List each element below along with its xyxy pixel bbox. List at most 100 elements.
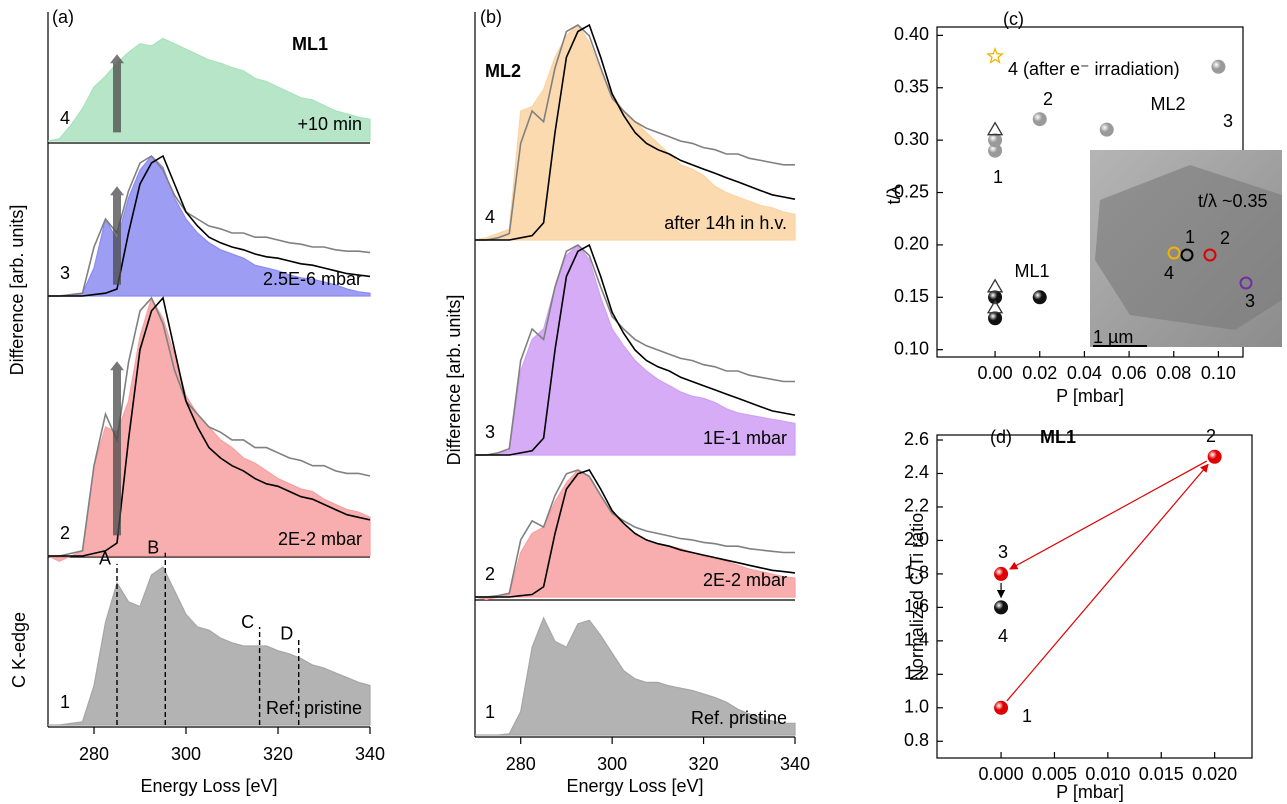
reference-line — [475, 469, 795, 598]
y-tick-label: 1.4 — [904, 630, 929, 650]
panel-number: 4 — [60, 108, 70, 128]
y-tick-label: 0.8 — [904, 730, 929, 750]
data-point — [986, 278, 1004, 293]
x-tick-label: 320 — [263, 744, 293, 764]
data-point — [1099, 122, 1114, 137]
inset-site-label: 1 — [1185, 227, 1195, 247]
panel-number: 1 — [485, 702, 495, 722]
y-tick-label: 1.0 — [904, 697, 929, 717]
panel-number: 4 — [485, 207, 495, 227]
point-annotation: ML2 — [1150, 94, 1185, 114]
y-tick-label: 0.40 — [894, 24, 929, 44]
inset-flake — [1095, 165, 1282, 330]
data-point — [1207, 449, 1222, 464]
x-tick-label: 300 — [171, 744, 201, 764]
data-point — [994, 566, 1009, 581]
data-point — [986, 299, 1004, 314]
point-annotation: 4 (after e⁻ irradiation) — [1008, 59, 1180, 79]
point-annotation: 3 — [1223, 111, 1233, 131]
feature-label: B — [147, 538, 159, 558]
x-tick-label: 0.015 — [1139, 764, 1184, 784]
y-tick-label: 1.8 — [904, 563, 929, 583]
x-tick-label: 0.010 — [1085, 764, 1130, 784]
data-point — [1032, 290, 1047, 305]
inset-site — [1239, 276, 1253, 290]
y-axis-label: Difference [arb. units] — [444, 295, 464, 466]
panel-annotation: after 14h in h.v. — [664, 213, 787, 233]
panel-number: 2 — [485, 564, 495, 584]
feature-label: D — [280, 623, 293, 643]
y-axis-label: Difference [arb. units] — [7, 205, 27, 376]
data-point — [994, 700, 1009, 715]
y-tick-label: 0.10 — [894, 338, 929, 358]
spectrum-area — [47, 296, 371, 562]
data-point — [1032, 112, 1047, 127]
spectrum-area — [47, 37, 371, 142]
y-tick-label: 1.6 — [904, 596, 929, 616]
x-tick-label: 280 — [506, 754, 536, 774]
point-annotation: 1 — [1022, 706, 1032, 726]
y-axis-label: Normalized C/Ti ratio — [907, 513, 927, 681]
y-axis-label: t/λ — [884, 185, 904, 204]
edge-label: C K-edge — [9, 612, 29, 688]
reference-line — [48, 296, 371, 557]
spectrum-area — [475, 244, 796, 456]
y-tick-label: 2.2 — [904, 496, 929, 516]
reference-line — [475, 243, 796, 456]
y-tick-label: 1.2 — [904, 663, 929, 683]
x-tick-label: 0.00 — [978, 363, 1013, 383]
feature-label: C — [241, 612, 254, 632]
x-tick-label: 0.020 — [1192, 764, 1237, 784]
transition-arrow — [1006, 463, 1209, 702]
data-point — [988, 311, 1003, 326]
data-point — [994, 600, 1009, 615]
x-axis-label: P [mbar] — [1056, 782, 1124, 802]
point-annotation: 2 — [1206, 426, 1216, 446]
x-tick-label: 0.02 — [1022, 363, 1057, 383]
x-tick-label: 340 — [780, 754, 810, 774]
inset-site — [1203, 248, 1217, 262]
y-tick-label: 2.4 — [904, 462, 929, 482]
x-axis-label: P [mbar] — [1056, 386, 1124, 406]
panel-tag: (c) — [1003, 9, 1024, 29]
inset-site — [1167, 246, 1181, 260]
x-axis-label: Energy Loss [eV] — [140, 776, 277, 796]
y-tick-label: 0.15 — [894, 286, 929, 306]
panel-annotation: 2E-2 mbar — [703, 570, 787, 590]
y-tick-label: 2.6 — [904, 429, 929, 449]
panel-number: 3 — [485, 422, 495, 442]
point-annotation: 2 — [1043, 89, 1053, 109]
reference-line — [48, 154, 371, 297]
x-tick-label: 0.04 — [1067, 363, 1102, 383]
data-point — [986, 121, 1004, 136]
inset-site-label: 2 — [1220, 228, 1230, 248]
panel-number: 3 — [60, 263, 70, 283]
panel-annotation: 2E-2 mbar — [278, 529, 362, 549]
point-annotation: 3 — [998, 542, 1008, 562]
reference-line — [48, 296, 371, 557]
edge-arrow — [110, 361, 124, 536]
x-tick-label: 0.06 — [1112, 363, 1147, 383]
x-tick-label: 0.08 — [1156, 363, 1191, 383]
y-tick-label: 2.0 — [904, 529, 929, 549]
point-annotation: 4 — [998, 626, 1008, 646]
x-tick-label: 0.005 — [1032, 764, 1077, 784]
y-tick-label: 0.30 — [894, 129, 929, 149]
data-point — [988, 133, 1003, 148]
reference-line — [48, 154, 371, 297]
reference-line — [475, 469, 796, 598]
inset-site-label: 3 — [1245, 291, 1255, 311]
data-point — [1211, 59, 1226, 74]
panel-tag: (d) — [990, 427, 1012, 447]
point-annotation: ML1 — [1014, 261, 1049, 281]
x-axis-label: Energy Loss [eV] — [566, 776, 703, 796]
spectrum-area — [48, 566, 371, 726]
x-tick-label: 340 — [355, 744, 385, 764]
reference-line — [475, 24, 795, 241]
inset-site — [1180, 248, 1194, 262]
x-tick-label: 300 — [597, 754, 627, 774]
panel-annotation: 1E-1 mbar — [703, 428, 787, 448]
reference-line — [475, 244, 795, 456]
